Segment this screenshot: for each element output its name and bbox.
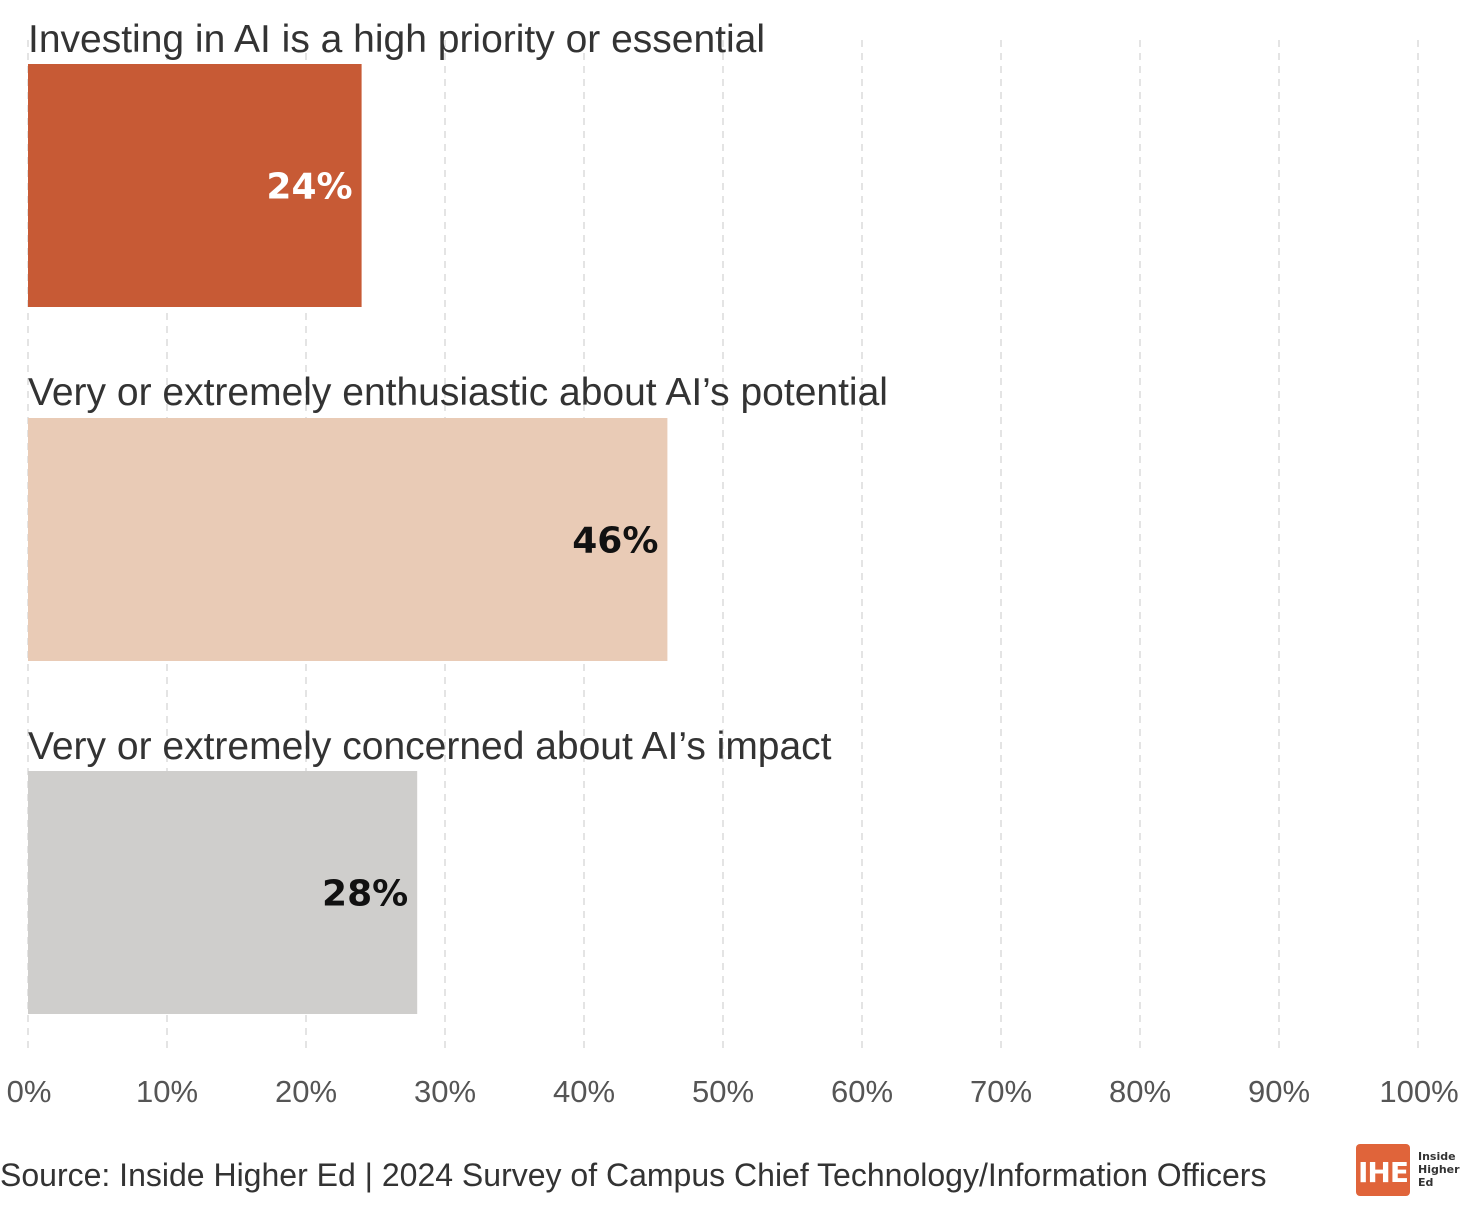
x-axis-ticks: 0% 10% 20% 30% 40% 50% 60% 70% 80% 90% 100% — [7, 1074, 1459, 1109]
bar-value-label-3: 28% — [322, 874, 408, 915]
bar-1 — [28, 64, 362, 307]
x-tick-label-0: 0% — [7, 1074, 52, 1109]
x-tick-label-50: 50% — [692, 1074, 754, 1109]
x-tick-label-70: 70% — [970, 1074, 1032, 1109]
category-label-3: Very or extremely concerned about AI’s i… — [28, 725, 832, 768]
category-label-2: Very or extremely enthusiastic about AI’… — [28, 371, 888, 414]
logo-mark-background — [1356, 1144, 1410, 1196]
x-tick-label-60: 60% — [831, 1074, 893, 1109]
bar-value-label-1: 24% — [266, 167, 352, 208]
source-note: Source: Inside Higher Ed | 2024 Survey o… — [0, 1157, 1266, 1193]
bars: 24% 46% 28% — [28, 64, 668, 1014]
logo-wordmark-line-3: Ed — [1418, 1176, 1433, 1189]
x-tick-label-40: 40% — [553, 1074, 615, 1109]
bar-3 — [28, 771, 418, 1014]
x-tick-label-100: 100% — [1379, 1074, 1458, 1109]
x-tick-label-90: 90% — [1248, 1074, 1310, 1109]
x-tick-label-10: 10% — [136, 1074, 198, 1109]
x-tick-label-20: 20% — [275, 1074, 337, 1109]
x-tick-label-80: 80% — [1109, 1074, 1171, 1109]
logo-mark-text: IHE — [1358, 1156, 1408, 1189]
x-tick-label-30: 30% — [414, 1074, 476, 1109]
bar-2 — [28, 418, 668, 661]
logo-wordmark-line-2: Higher — [1418, 1163, 1460, 1176]
category-labels: Investing in AI is a high priority or es… — [28, 18, 888, 768]
category-label-1: Investing in AI is a high priority or es… — [28, 18, 765, 61]
ihe-logo: IHE Inside Higher Ed — [1356, 1144, 1460, 1196]
logo-wordmark-line-1: Inside — [1418, 1150, 1456, 1163]
bar-value-label-2: 46% — [572, 521, 658, 562]
